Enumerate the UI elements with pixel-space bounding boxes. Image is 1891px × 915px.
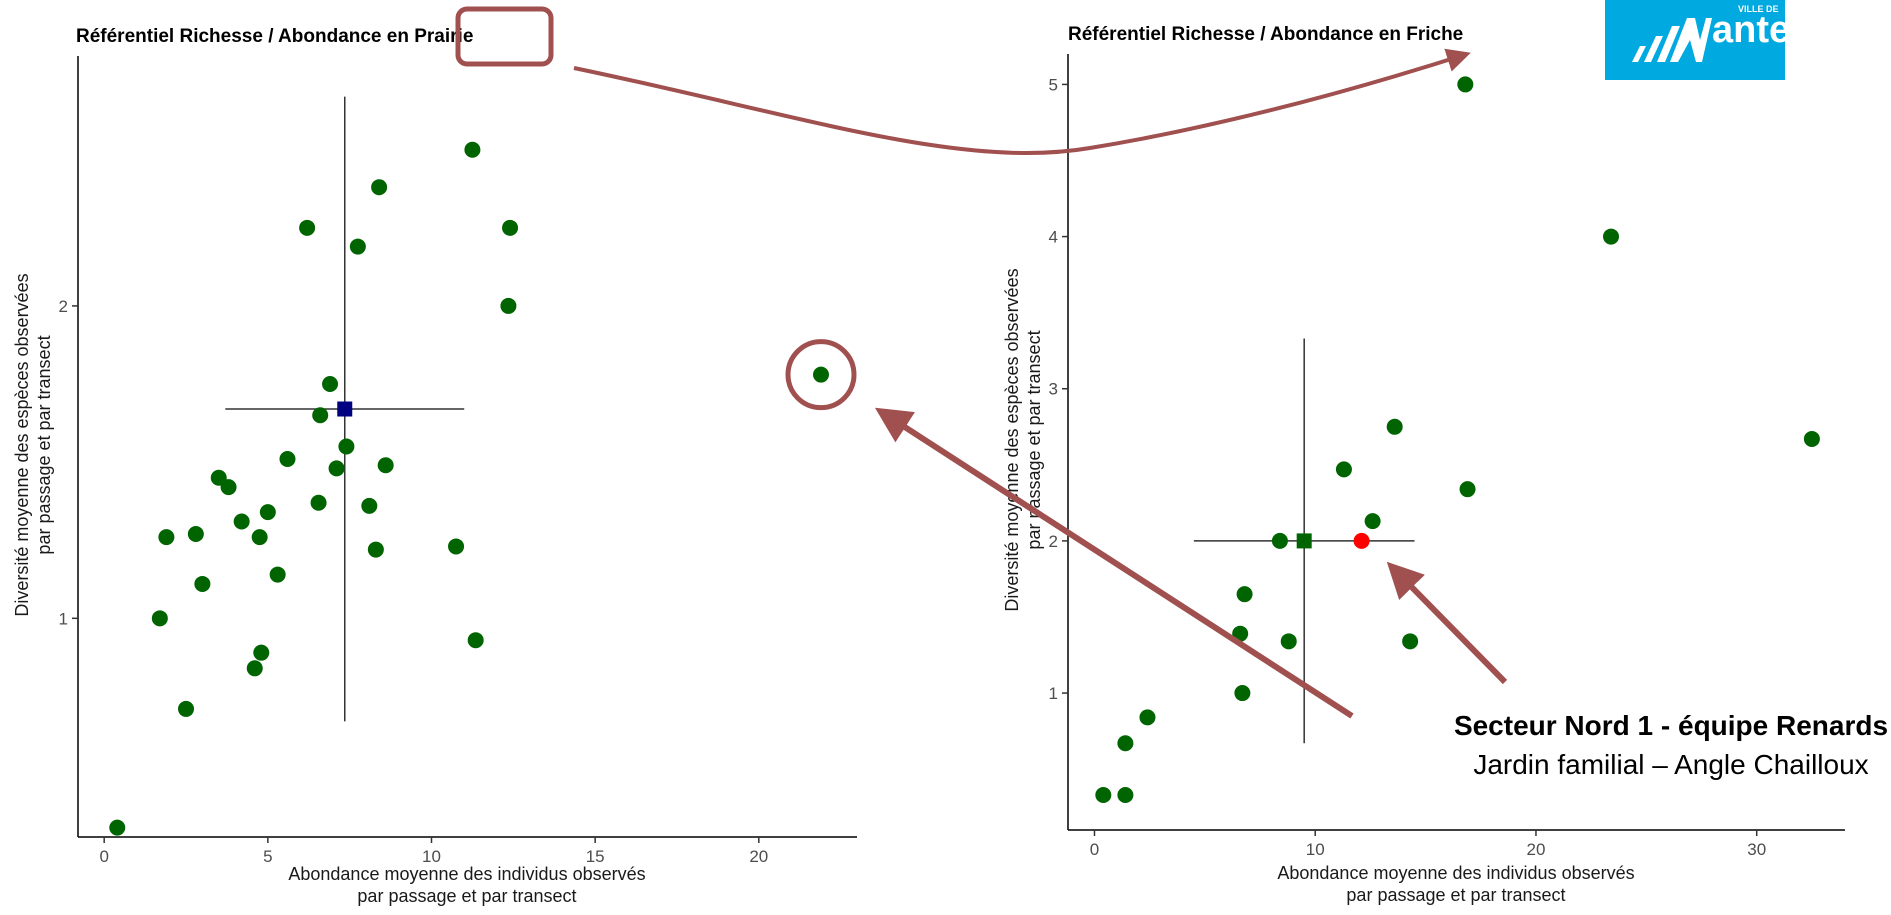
data-point <box>338 438 355 455</box>
data-point <box>328 460 345 477</box>
data-point <box>1117 735 1134 752</box>
mean-marker <box>337 401 353 417</box>
data-point <box>1364 513 1381 530</box>
data-point <box>151 610 168 627</box>
points-friche <box>1095 76 1820 804</box>
data-point <box>1139 709 1156 726</box>
data-point <box>377 457 394 474</box>
arrow-to-friche-point <box>1386 561 1508 685</box>
y-tick-label: 2 <box>59 297 68 316</box>
chart-prairie: Référentiel Richesse / Abondance en Prai… <box>12 6 857 906</box>
chart-title-prairie: Référentiel Richesse / Abondance en Prai… <box>76 26 473 47</box>
mean-marker <box>1296 533 1312 549</box>
data-point <box>312 407 329 424</box>
x-axis-label-line2-prairie: par passage et par transect <box>357 886 576 906</box>
y-axis-label-line2-prairie: par passage et par transect <box>34 335 54 554</box>
data-point <box>1386 418 1403 435</box>
x-tick-label: 30 <box>1747 840 1766 859</box>
x-tick-label: 0 <box>1090 840 1099 859</box>
data-point <box>1402 633 1419 650</box>
ville-de-nantes-logo: VILLE DE antes <box>1605 0 1811 80</box>
curved-arrow-prairie-to-friche <box>573 48 1471 155</box>
annotation-title: Secteur Nord 1 - équipe Renards <box>1454 710 1888 741</box>
data-point <box>178 700 195 717</box>
data-point <box>158 529 175 546</box>
focus-point <box>1353 532 1370 549</box>
data-point <box>194 575 211 592</box>
y-tick-label: 5 <box>1049 75 1058 94</box>
title-highlight-box <box>455 6 554 67</box>
data-point <box>467 632 484 649</box>
data-point <box>279 450 296 467</box>
y-axis-label-line1-friche: Diversité moyenne des espèces observées <box>1002 268 1022 611</box>
data-point <box>310 494 327 511</box>
data-point <box>1335 461 1352 478</box>
x-axis-label-line1-friche: Abondance moyenne des individus observés <box>1277 863 1634 883</box>
data-point <box>220 479 237 496</box>
logo-stroke-3 <box>1657 26 1680 62</box>
x-tick-label: 20 <box>1527 840 1546 859</box>
x-axis-label-line1-prairie: Abondance moyenne des individus observés <box>288 864 645 884</box>
logo-stroke-2 <box>1644 36 1663 62</box>
logo-small-text: VILLE DE <box>1738 4 1779 14</box>
data-point <box>500 297 517 314</box>
annotation-subtitle: Jardin familial – Angle Chailloux <box>1473 749 1868 780</box>
y-tick-label: 4 <box>1049 228 1058 247</box>
data-point <box>1234 685 1251 702</box>
y-tick-label: 2 <box>1049 532 1058 551</box>
x-tick-label: 0 <box>99 847 108 866</box>
data-point <box>259 504 276 521</box>
data-point <box>187 525 204 542</box>
y-tick-label: 3 <box>1049 380 1058 399</box>
data-point <box>299 219 316 236</box>
data-point <box>1459 481 1476 498</box>
ticks-friche: 0 10 20 30 1 2 3 4 5 <box>1049 75 1767 859</box>
points-prairie <box>109 141 829 836</box>
chart-friche: Référentiel Richesse / Abondance en Fric… <box>1002 24 1845 905</box>
data-point <box>251 529 268 546</box>
data-point <box>1236 586 1253 603</box>
data-point <box>253 644 270 661</box>
data-point <box>109 819 126 836</box>
logo-stroke-1 <box>1632 46 1646 62</box>
data-point <box>1803 430 1820 447</box>
data-point <box>361 497 378 514</box>
x-axis-label-line2-friche: par passage et par transect <box>1346 885 1565 905</box>
ticks-prairie: 0 5 10 15 20 1 2 <box>59 297 769 866</box>
outlier-highlight-circle <box>785 339 857 411</box>
x-tick-label: 5 <box>263 847 272 866</box>
data-point <box>371 179 388 196</box>
x-tick-label: 20 <box>749 847 768 866</box>
data-point <box>448 538 465 555</box>
data-point <box>246 660 263 677</box>
data-point <box>1271 532 1288 549</box>
x-tick-label: 10 <box>1306 840 1325 859</box>
logo-text: antes <box>1712 9 1811 51</box>
data-point <box>502 219 519 236</box>
data-point <box>269 566 286 583</box>
data-point <box>1117 787 1134 804</box>
arrow-to-prairie-outlier <box>874 407 1354 719</box>
y-tick-label: 1 <box>1049 684 1058 703</box>
data-point <box>812 366 829 383</box>
chart-title-friche: Référentiel Richesse / Abondance en Fric… <box>1068 24 1463 45</box>
data-point <box>1457 76 1474 93</box>
data-point <box>367 541 384 558</box>
x-tick-label: 10 <box>422 847 441 866</box>
data-point <box>322 376 339 393</box>
logo-letter-n <box>1670 18 1712 62</box>
data-point <box>233 513 250 530</box>
y-axis-label-line1-prairie: Diversité moyenne des espèces observées <box>12 273 32 616</box>
data-point <box>1603 228 1620 245</box>
data-point <box>1280 633 1297 650</box>
y-tick-label: 1 <box>59 609 68 628</box>
data-point <box>1095 787 1112 804</box>
y-axis-label-line2-friche: par passage et par transect <box>1024 330 1044 549</box>
data-point <box>464 141 481 158</box>
x-tick-label: 15 <box>586 847 605 866</box>
data-point <box>349 238 366 255</box>
